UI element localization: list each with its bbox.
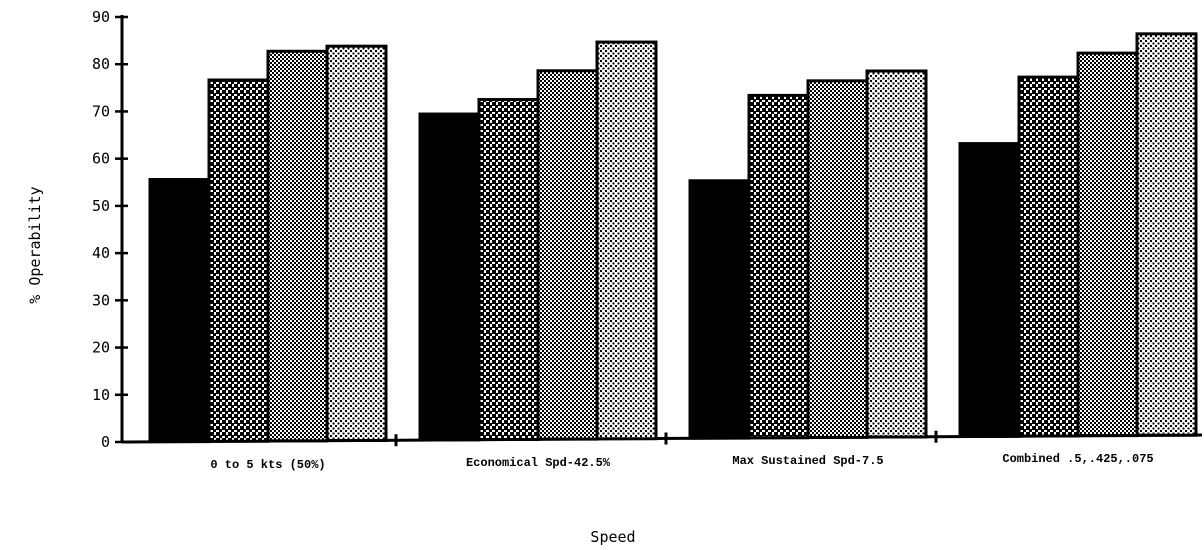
bars <box>148 32 1198 444</box>
y-tick-label: 10 <box>92 386 110 404</box>
bar <box>1135 32 1198 437</box>
y-tick-label: 70 <box>92 102 110 120</box>
y-tick-label: 30 <box>92 291 110 309</box>
bar <box>747 93 810 440</box>
bar <box>325 44 388 442</box>
bar <box>958 142 1021 438</box>
y-tick-label: 40 <box>92 244 110 262</box>
bar <box>418 112 481 442</box>
x-axis-title: Speed <box>590 528 635 546</box>
bar <box>266 49 329 443</box>
y-axis-title: % Operability <box>26 186 44 303</box>
bar <box>865 69 928 439</box>
bar <box>595 40 658 441</box>
y-tick-label: 90 <box>92 8 110 26</box>
y-tick-label: 20 <box>92 339 110 357</box>
bar <box>477 97 540 441</box>
bar <box>688 179 751 440</box>
category-label: Combined .5,.425,.075 <box>1002 452 1153 466</box>
y-tick-label: 60 <box>92 150 110 168</box>
bar <box>536 69 599 441</box>
y-tick-label: 80 <box>92 55 110 73</box>
bar <box>806 79 869 439</box>
category-labels: 0 to 5 kts (50%) Economical Spd-42.5% Max … <box>210 452 1153 472</box>
y-axis: 0 10 20 30 40 50 60 70 80 90 <box>92 8 128 451</box>
category-label: 0 to 5 kts (50%) <box>210 458 325 472</box>
category-label: Economical Spd-42.5% <box>466 456 611 470</box>
bar <box>148 178 211 444</box>
bar <box>1017 75 1080 438</box>
bar <box>1076 51 1139 438</box>
category-label: Max Sustained Spd-7.5 <box>732 454 883 468</box>
y-tick-label: 0 <box>101 433 110 451</box>
bar <box>207 78 270 443</box>
y-tick-label: 50 <box>92 197 110 215</box>
